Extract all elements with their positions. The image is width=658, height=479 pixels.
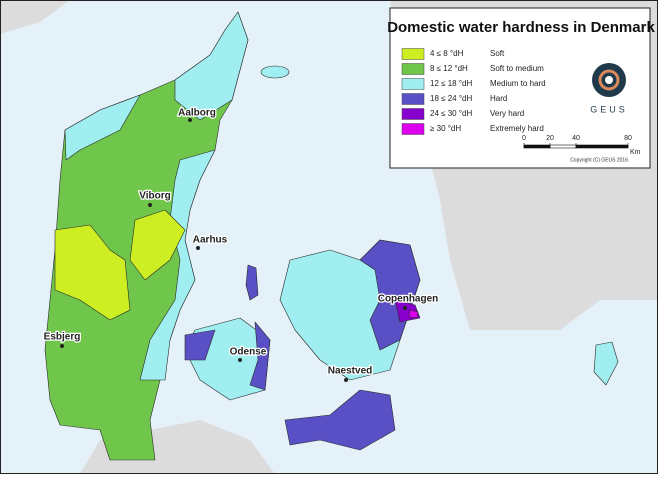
map-title: Domestic water hardness in Denmark <box>387 19 655 36</box>
legend: Domestic water hardness in Denmark GEUS … <box>387 7 655 169</box>
legend-range: 18 ≤ 24 °dH <box>430 94 473 103</box>
legend-swatch <box>401 108 425 120</box>
city-label: Aarhus <box>193 235 228 246</box>
city-dot <box>403 306 407 310</box>
scale-segment <box>575 144 629 149</box>
regions <box>44 11 619 461</box>
city-dot <box>344 378 348 382</box>
scale-label: 0 <box>522 135 526 142</box>
region <box>593 341 619 386</box>
legend-swatch <box>401 123 425 135</box>
scale-unit: Km <box>630 149 641 156</box>
copyright: Copyright (C) GEUS 2016 <box>570 157 628 163</box>
region <box>359 239 421 351</box>
region <box>408 309 419 319</box>
legend-swatch <box>401 48 425 60</box>
region <box>245 264 259 301</box>
legend-range: 8 ≤ 12 °dH <box>430 64 468 73</box>
city-label: Viborg <box>139 191 170 202</box>
legend-label: Very hard <box>490 109 524 118</box>
legend-range: 12 ≤ 18 °dH <box>430 79 473 88</box>
germany <box>80 420 275 474</box>
city-label: Copenhagen <box>378 294 439 305</box>
region <box>54 224 131 321</box>
norway <box>0 0 70 34</box>
region <box>64 94 141 161</box>
legend-range: ≥ 30 °dH <box>430 124 461 133</box>
scale-label: 20 <box>546 135 554 142</box>
region <box>184 329 216 361</box>
region <box>260 65 290 79</box>
region <box>284 389 396 451</box>
region <box>129 209 186 281</box>
city-dot <box>60 344 64 348</box>
region <box>174 11 249 121</box>
scale-segment <box>549 144 577 149</box>
city-dot <box>238 358 242 362</box>
city-label: Naestved <box>328 366 372 377</box>
city-label: Esbjerg <box>44 332 81 343</box>
legend-label: Medium to hard <box>490 79 546 88</box>
logo-text: GEUS <box>590 104 628 114</box>
scale-label: 40 <box>572 135 580 142</box>
city-label: Odense <box>230 347 267 358</box>
region <box>249 321 271 391</box>
legend-label: Hard <box>490 94 507 103</box>
city-dot <box>148 203 152 207</box>
legend-label: Soft to medium <box>490 64 544 73</box>
logo-mark <box>605 76 613 84</box>
cities: Aalborg Viborg Aarhus Esbjerg Odense Cop… <box>42 106 440 382</box>
city-dot <box>196 246 200 250</box>
legend-label: Extremely hard <box>490 124 544 133</box>
city-dot <box>188 118 192 122</box>
city-label: Aalborg <box>178 108 216 119</box>
legend-range: 4 ≤ 8 °dH <box>430 49 464 58</box>
scale-segment <box>523 144 551 149</box>
scale-label: 80 <box>624 135 632 142</box>
legend-swatch <box>401 78 425 90</box>
legend-swatch <box>401 93 425 105</box>
legend-swatch <box>401 63 425 75</box>
legend-label: Soft <box>490 49 505 58</box>
legend-range: 24 ≤ 30 °dH <box>430 109 473 118</box>
logo-mark <box>598 69 620 91</box>
